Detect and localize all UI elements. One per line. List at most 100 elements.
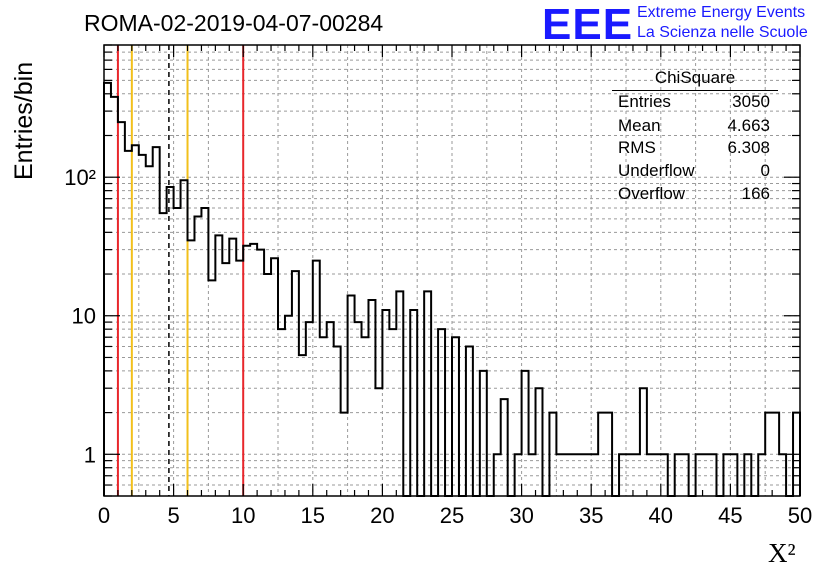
histogram-bin (194, 217, 201, 496)
stats-value: 0 (760, 161, 770, 180)
stats-value: 3050 (732, 92, 770, 111)
histogram-bin (501, 399, 508, 496)
stats-label: RMS (618, 138, 656, 157)
histogram-bin (250, 244, 257, 496)
histogram-bin (619, 454, 626, 496)
histogram-bin (730, 454, 737, 496)
histogram-bin (215, 235, 222, 496)
histogram-bin (355, 322, 362, 496)
histogram-bin (396, 291, 403, 496)
x-tick-label: 0 (98, 503, 110, 528)
histogram-bin (348, 296, 355, 496)
histogram-bin (299, 355, 306, 496)
stats-label: Overflow (618, 184, 686, 203)
histogram-bin (438, 329, 445, 496)
histogram-bin (292, 271, 299, 496)
histogram-bin (313, 261, 320, 496)
stats-box: ChiSquare Entries 3050 Mean 4.663 RMS 6.… (612, 68, 778, 208)
histogram-bin (160, 213, 167, 496)
y-tick-label: 1 (84, 442, 96, 467)
logo-subtitle-line2: La Scienza nelle Scuole (637, 24, 808, 41)
histogram-bin (675, 454, 682, 496)
histogram-bin (104, 83, 111, 496)
stats-row-underflow: Underflow 0 (618, 161, 770, 184)
histogram-bin (320, 337, 327, 496)
histogram-bin (591, 454, 598, 496)
histogram-outline (103, 81, 801, 497)
histogram-bin (765, 413, 772, 496)
histogram-bin (466, 346, 473, 496)
stats-value: 4.663 (727, 116, 770, 135)
histogram-bin (236, 261, 243, 496)
histogram-bin (368, 300, 375, 496)
histogram-bin (570, 454, 577, 496)
stats-row-rms: RMS 6.308 (618, 138, 770, 161)
histogram-bin (257, 250, 264, 496)
stats-label: Entries (618, 92, 671, 111)
histogram-bin (758, 454, 765, 496)
histogram-bin (167, 187, 174, 496)
stats-value: 166 (741, 184, 770, 203)
histogram-bin (647, 454, 654, 496)
stats-divider (612, 90, 778, 91)
histogram-bin (111, 97, 118, 496)
histogram-bin (577, 454, 584, 496)
histogram-bin (779, 454, 786, 496)
eee-logo: EEE (542, 0, 634, 49)
stats-row-entries: Entries 3050 (618, 92, 770, 115)
stats-title: ChiSquare (654, 68, 736, 87)
histogram-bin (529, 454, 536, 496)
histogram-bin (640, 388, 647, 496)
histogram-bin (243, 246, 250, 496)
x-tick-label: 50 (788, 503, 812, 528)
histogram-bin (222, 263, 229, 496)
histogram-bin (682, 454, 689, 496)
histogram-bin (278, 329, 285, 496)
histogram-bin (494, 454, 501, 496)
y-axis-label: Entries/bin (10, 61, 38, 180)
stats-label: Underflow (618, 161, 695, 180)
histogram-bin (139, 155, 146, 496)
histogram-bin (285, 316, 292, 496)
x-tick-label: 45 (718, 503, 742, 528)
histogram-bin (132, 145, 139, 496)
x-tick-label: 30 (509, 503, 533, 528)
histogram-bin (264, 274, 271, 496)
histogram-bin (334, 346, 341, 496)
histogram-bin (382, 310, 389, 496)
x-tick-label: 15 (301, 503, 325, 528)
stats-row-mean: Mean 4.663 (618, 116, 770, 139)
y-tick-label: 10 (72, 304, 96, 329)
y-tick-label: 10² (64, 165, 96, 190)
x-tick-label: 10 (231, 503, 255, 528)
histogram-bin (480, 371, 487, 496)
histogram-bin (549, 413, 556, 496)
stats-value: 6.308 (727, 138, 770, 157)
histogram-bin (389, 329, 396, 496)
histogram-bin (633, 454, 640, 496)
stats-row-overflow: Overflow 166 (618, 184, 770, 207)
histogram-bin (125, 151, 132, 496)
histogram-bin (424, 291, 431, 496)
logo-subtitle-line1: Extreme Energy Events (637, 4, 806, 21)
histogram-bin (452, 337, 459, 496)
x-tick-label: 35 (579, 503, 603, 528)
histogram-bin (584, 454, 591, 496)
histogram-bin (271, 258, 278, 496)
histogram-bin (146, 166, 153, 496)
histogram-bin (598, 413, 605, 496)
histogram-bin (153, 147, 160, 496)
histogram-bin (181, 180, 188, 496)
histogram-bin (723, 454, 730, 496)
histogram-bin (605, 413, 612, 496)
histogram-bin (201, 208, 208, 496)
histogram-bin (710, 454, 717, 496)
histogram-bin (556, 454, 563, 496)
histogram-bin (341, 413, 348, 496)
histogram-bin (626, 454, 633, 496)
x-tick-label: 20 (370, 503, 394, 528)
x-tick-label: 5 (167, 503, 179, 528)
histogram-bin (522, 371, 529, 496)
